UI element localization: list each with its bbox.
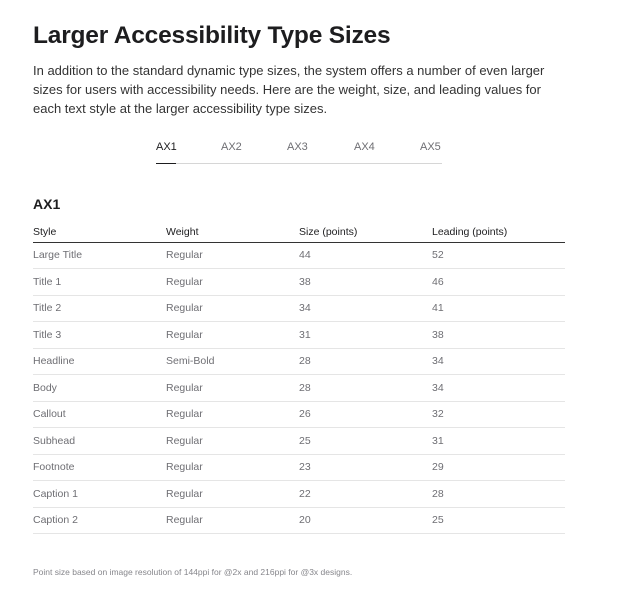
table-row: Caption 2 Regular 20 25 <box>33 507 565 534</box>
section-title: AX1 <box>33 196 61 212</box>
cell-style: Body <box>33 374 166 402</box>
table-row: Caption 1 Regular 22 28 <box>33 480 565 508</box>
tab-ax5[interactable]: AX5 <box>420 141 441 153</box>
cell-leading: 41 <box>432 295 565 322</box>
cell-weight: Regular <box>166 427 299 455</box>
cell-weight: Semi-Bold <box>166 348 299 375</box>
cell-size: 26 <box>299 401 432 428</box>
cell-size: 25 <box>299 427 432 455</box>
cell-size: 22 <box>299 480 432 508</box>
table-row: Large Title Regular 44 52 <box>33 242 565 269</box>
cell-leading: 34 <box>432 374 565 402</box>
cell-weight: Regular <box>166 295 299 322</box>
size-tabs: AX1 AX2 AX3 AX4 AX5 <box>156 138 442 164</box>
tab-ax3[interactable]: AX3 <box>287 141 308 153</box>
table-row: Headline Semi-Bold 28 34 <box>33 348 565 375</box>
cell-style: Subhead <box>33 427 166 455</box>
column-header-weight: Weight <box>166 222 299 243</box>
cell-leading: 32 <box>432 401 565 428</box>
page-title: Larger Accessibility Type Sizes <box>33 22 391 49</box>
cell-leading: 25 <box>432 507 565 534</box>
intro-paragraph: In addition to the standard dynamic type… <box>33 63 545 116</box>
cell-weight: Regular <box>166 454 299 481</box>
cell-style: Title 1 <box>33 268 166 296</box>
cell-size: 34 <box>299 295 432 322</box>
cell-leading: 34 <box>432 348 565 375</box>
table-header-row: Style Weight Size (points) Leading (poin… <box>33 222 565 243</box>
cell-size: 28 <box>299 374 432 402</box>
cell-size: 20 <box>299 507 432 534</box>
footnote: Point size based on image resolution of … <box>33 567 353 577</box>
cell-style: Caption 1 <box>33 480 166 508</box>
column-header-leading: Leading (points) <box>432 222 565 243</box>
cell-style: Footnote <box>33 454 166 481</box>
table-row: Title 2 Regular 34 41 <box>33 295 565 322</box>
table-row: Title 1 Regular 38 46 <box>33 268 565 296</box>
cell-leading: 38 <box>432 321 565 349</box>
tab-ax1[interactable]: AX1 <box>156 141 177 153</box>
cell-style: Callout <box>33 401 166 428</box>
cell-style: Title 2 <box>33 295 166 322</box>
cell-style: Large Title <box>33 242 166 269</box>
cell-weight: Regular <box>166 374 299 402</box>
cell-leading: 29 <box>432 454 565 481</box>
table-body: Large Title Regular 44 52 Title 1 Regular 38 46… <box>33 242 565 534</box>
cell-size: 28 <box>299 348 432 375</box>
cell-weight: Regular <box>166 321 299 349</box>
cell-size: 31 <box>299 321 432 349</box>
type-size-table: Style Weight Size (points) Leading (poin… <box>33 222 565 534</box>
cell-weight: Regular <box>166 268 299 296</box>
cell-leading: 52 <box>432 242 565 269</box>
table-row: Subhead Regular 25 31 <box>33 427 565 455</box>
cell-weight: Regular <box>166 480 299 508</box>
table-row: Footnote Regular 23 29 <box>33 454 565 481</box>
cell-weight: Regular <box>166 401 299 428</box>
cell-style: Title 3 <box>33 321 166 349</box>
tab-ax4[interactable]: AX4 <box>354 141 375 153</box>
column-header-style: Style <box>33 222 166 243</box>
cell-weight: Regular <box>166 242 299 269</box>
cell-size: 44 <box>299 242 432 269</box>
cell-size: 38 <box>299 268 432 296</box>
table-row: Callout Regular 26 32 <box>33 401 565 428</box>
tab-ax2[interactable]: AX2 <box>221 141 242 153</box>
table-row: Title 3 Regular 31 38 <box>33 321 565 349</box>
active-tab-indicator <box>156 163 176 164</box>
column-header-size: Size (points) <box>299 222 432 243</box>
cell-leading: 46 <box>432 268 565 296</box>
cell-style: Headline <box>33 348 166 375</box>
cell-size: 23 <box>299 454 432 481</box>
cell-leading: 28 <box>432 480 565 508</box>
cell-leading: 31 <box>432 427 565 455</box>
cell-style: Caption 2 <box>33 507 166 534</box>
table-row: Body Regular 28 34 <box>33 374 565 402</box>
cell-weight: Regular <box>166 507 299 534</box>
